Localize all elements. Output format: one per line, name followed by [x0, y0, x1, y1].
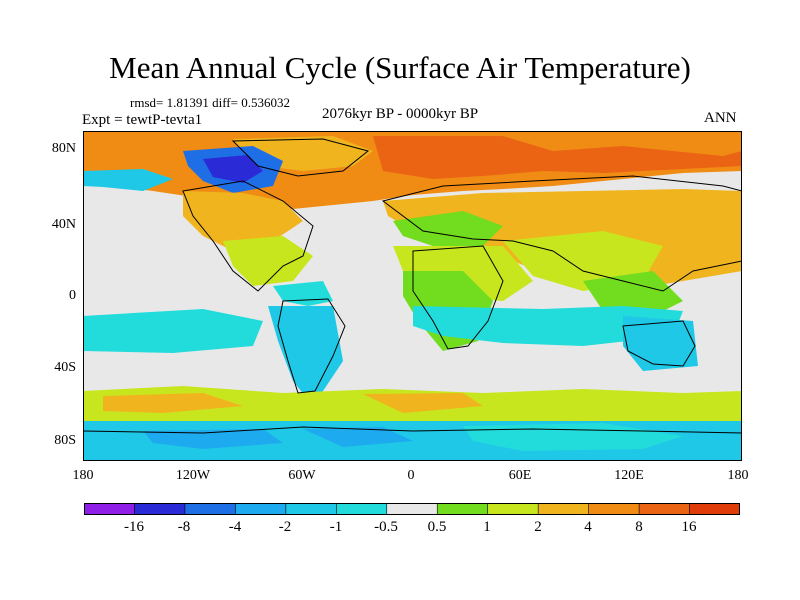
colorbar: [84, 503, 740, 515]
experiment-label: Expt = tewtP-tevta1: [82, 112, 203, 128]
australia-coast: [622, 320, 696, 367]
rmsd-diff-stats: rmsd= 1.81391 diff= 0.536032: [130, 95, 290, 110]
colorbar-label: -1: [329, 519, 343, 535]
lat-label-40n: 40N: [51, 217, 76, 232]
temperature-difference-map: [83, 131, 742, 461]
colorbar-cell: [436, 503, 489, 515]
colorbar-cell: [386, 503, 439, 515]
colorbar-cell: [184, 503, 237, 515]
southern-ocean-warm-patch-west: [103, 393, 243, 413]
colorbar-label: -0.5: [374, 519, 398, 535]
antarctica-coast: [83, 426, 742, 434]
south-america-cool: [268, 306, 343, 406]
coastlines: [83, 138, 742, 434]
south-pacific-cool: [83, 309, 263, 353]
colorbar-cell: [487, 503, 539, 515]
west-antarctica-cold: [143, 429, 283, 449]
lon-label-180w: 180: [72, 468, 94, 483]
colorbar-frame: [84, 503, 740, 515]
weddell-cold: [303, 427, 413, 447]
colorbar-label: 0.5: [427, 519, 447, 535]
lon-label-60w: 60W: [288, 468, 316, 483]
colorbar-label: 1: [483, 519, 491, 535]
lon-label-180e: 180: [727, 468, 749, 483]
southern-ocean-warm-patch-mid: [363, 393, 483, 413]
colorbar-label: -8: [177, 519, 191, 535]
australia-cool: [623, 316, 698, 371]
colorbar-cell: [537, 503, 590, 515]
usa-mild-warm: [223, 236, 313, 286]
north-america-warm: [183, 191, 303, 251]
lon-label-120e: 120E: [614, 468, 644, 483]
lat-label-0: 0: [69, 288, 76, 303]
season-label: ANN: [704, 110, 737, 126]
lat-label-40s: 40S: [54, 360, 76, 375]
colorbar-label: 16: [681, 519, 697, 535]
colorbar-cell: [588, 503, 640, 515]
colorbar-label: 4: [584, 519, 592, 535]
bering-cool-patch: [83, 169, 173, 191]
plot-title: Mean Annual Cycle (Surface Air Temperatu…: [109, 50, 691, 85]
colorbar-cell: [84, 503, 136, 515]
eurasia-coast: [381, 175, 742, 292]
colorbar-cell: [285, 503, 338, 515]
lon-label-0: 0: [407, 468, 415, 483]
lat-label-80n: 80N: [51, 141, 76, 156]
colorbar-cell: [235, 503, 287, 515]
siberia-hot-region: [373, 136, 742, 179]
canadian-cold-core: [203, 155, 263, 183]
africa-coast: [412, 245, 504, 350]
colorbar-label: 2: [534, 519, 542, 535]
indian-ocean-cool: [413, 306, 683, 346]
south-america-coast: [277, 298, 346, 394]
colorbar-label: -4: [228, 519, 242, 535]
east-antarctica-cool: [463, 423, 683, 451]
greenland-coast: [231, 138, 370, 177]
colorbar-label: -2: [278, 519, 292, 535]
colorbar-cell: [689, 503, 740, 515]
lat-label-80s: 80S: [54, 433, 76, 448]
colorbar-label: 8: [635, 519, 643, 535]
colorbar-label: -16: [124, 519, 144, 535]
colorbar-cell: [134, 503, 186, 515]
lon-label-60e: 60E: [508, 468, 532, 483]
lon-label-120w: 120W: [175, 468, 211, 483]
colorbar-cell: [638, 503, 691, 515]
map-frame: [83, 131, 742, 461]
period-label: 2076kyr BP - 0000kyr BP: [322, 106, 479, 122]
colorbar-cell: [336, 503, 388, 515]
europe-mild: [393, 211, 503, 246]
north-america-coast: [182, 180, 314, 292]
